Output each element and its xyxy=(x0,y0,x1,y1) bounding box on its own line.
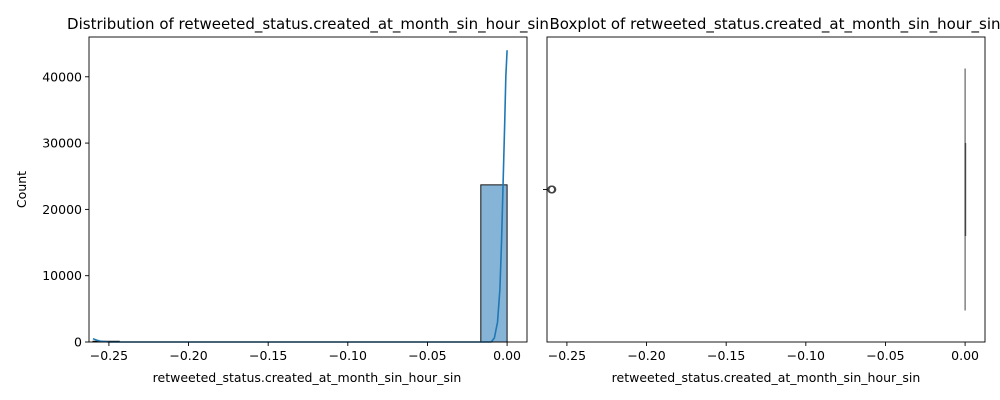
boxplot-x-label: retweeted_status.created_at_month_sin_ho… xyxy=(612,370,921,385)
boxplot-box xyxy=(964,68,967,311)
x-tick-label: 0.00 xyxy=(951,348,979,363)
x-tick-label: −0.10 xyxy=(787,348,825,363)
boxplot-title: Boxplot of retweeted_status.created_at_m… xyxy=(549,15,1000,34)
x-tick-label: −0.25 xyxy=(90,348,128,363)
histogram-x-label: retweeted_status.created_at_month_sin_ho… xyxy=(153,370,462,385)
histogram-y-label: Count xyxy=(14,171,29,208)
x-tick-label: −0.25 xyxy=(548,348,586,363)
histogram-title: Distribution of retweeted_status.created… xyxy=(67,15,549,34)
boxplot-outliers xyxy=(547,185,557,194)
histogram-bars xyxy=(92,184,508,343)
y-tick-label: 10000 xyxy=(42,268,82,283)
outlier-point xyxy=(548,185,557,194)
x-tick-label: 0.00 xyxy=(493,348,521,363)
histogram-y-ticks: 0 10000 20000 30000 40000 xyxy=(42,69,89,350)
x-tick-label: −0.05 xyxy=(866,348,904,363)
y-tick-label: 40000 xyxy=(42,69,82,84)
x-tick-label: −0.20 xyxy=(627,348,665,363)
histogram-axes-frame xyxy=(88,36,528,343)
x-tick-label: −0.15 xyxy=(707,348,745,363)
x-tick-label: −0.15 xyxy=(249,348,287,363)
histogram-x-ticks: −0.25 −0.20 −0.15 −0.10 −0.05 0.00 xyxy=(90,342,521,363)
x-tick-label: −0.10 xyxy=(329,348,367,363)
kde-curve xyxy=(92,50,508,343)
y-tick-label: 0 xyxy=(74,335,82,350)
x-tick-label: −0.05 xyxy=(408,348,446,363)
y-tick-label: 20000 xyxy=(42,202,82,217)
y-tick-label: 30000 xyxy=(42,136,82,151)
boxplot-axes-frame xyxy=(546,36,986,343)
boxplot-panel: −0.25 −0.20 −0.15 −0.10 −0.05 0.00 Boxplot of… xyxy=(543,15,1000,385)
x-tick-label: −0.20 xyxy=(169,348,207,363)
boxplot-x-ticks: −0.25 −0.20 −0.15 −0.10 −0.05 0.00 xyxy=(548,342,979,363)
histogram-panel: −0.25 −0.20 −0.15 −0.10 −0.05 0.00 0 10000 2000… xyxy=(14,15,549,385)
